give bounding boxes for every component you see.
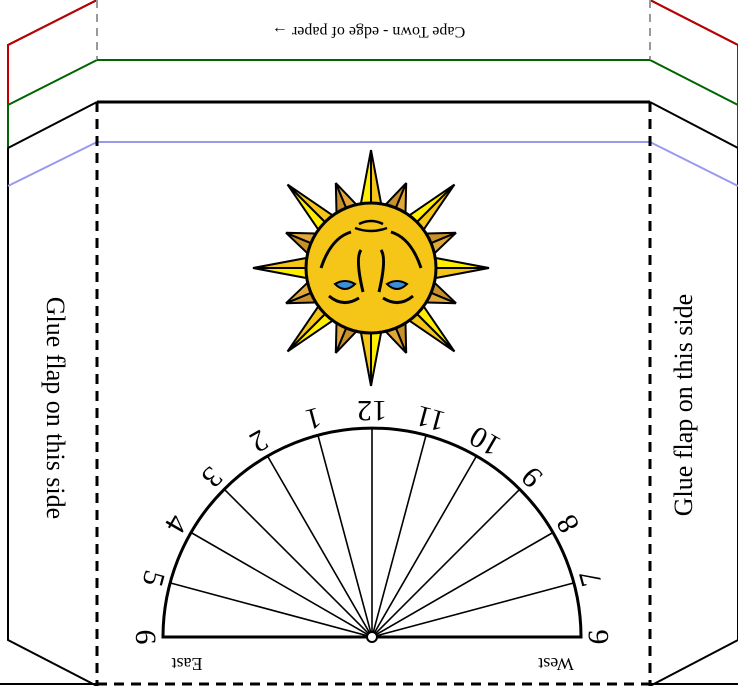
sun-right-eye [333, 280, 357, 290]
hour-label: 1 [302, 400, 325, 436]
hour-line [371, 434, 427, 638]
hour-label: 6 [129, 630, 162, 645]
hour-label: 7 [573, 567, 609, 590]
hour-line [169, 582, 373, 638]
hour-label: 3 [195, 460, 229, 494]
hour-line [371, 488, 521, 638]
left-flap-black-line [7, 101, 98, 149]
right-flap-red-line [649, 0, 738, 105]
hour-line [266, 455, 373, 638]
hour-label: 2 [244, 423, 273, 459]
sun-illustration [252, 149, 490, 387]
left-glue-flap-label: Glue flap on this side [41, 296, 70, 520]
right-flap-black-line [649, 101, 738, 149]
sun-left-eye [385, 280, 409, 290]
left-flap-green-line [7, 59, 98, 148]
edge-of-paper-label: Cape Town - edge of paper → [272, 23, 466, 40]
hour-line [371, 582, 575, 638]
hour-label: 9 [515, 460, 549, 494]
hour-label: 5 [135, 567, 171, 590]
sun-nose [356, 249, 386, 293]
right-flap-blue-line [649, 141, 738, 187]
hour-label: 12 [357, 394, 387, 427]
sun-right-cheek [319, 230, 352, 269]
hour-label: 4 [158, 509, 194, 538]
hour-line [190, 531, 373, 638]
hour-line [371, 531, 554, 638]
hour-line [223, 488, 373, 638]
west-label: West [538, 654, 574, 674]
left-flap-red-line [7, 0, 98, 105]
hour-label: 8 [550, 509, 586, 538]
gnomon-point [366, 631, 378, 643]
sun-right-eyebrow [328, 294, 360, 304]
right-flap-green-line [649, 59, 738, 148]
hour-line [371, 455, 478, 638]
hour-line [317, 434, 373, 638]
hour-label: 11 [412, 399, 448, 438]
hour-label: 6 [582, 630, 615, 645]
edge-of-paper-note: Cape Town - edge of paper → [0, 22, 738, 40]
left-flap-blue-line [7, 141, 98, 187]
right-glue-flap-label: Glue flap on this side [669, 293, 698, 517]
sun-left-cheek [390, 230, 423, 269]
sun-face [304, 201, 438, 335]
sun-left-eyebrow [382, 294, 414, 304]
east-label: East [172, 654, 203, 674]
sun-mouth [354, 219, 388, 233]
